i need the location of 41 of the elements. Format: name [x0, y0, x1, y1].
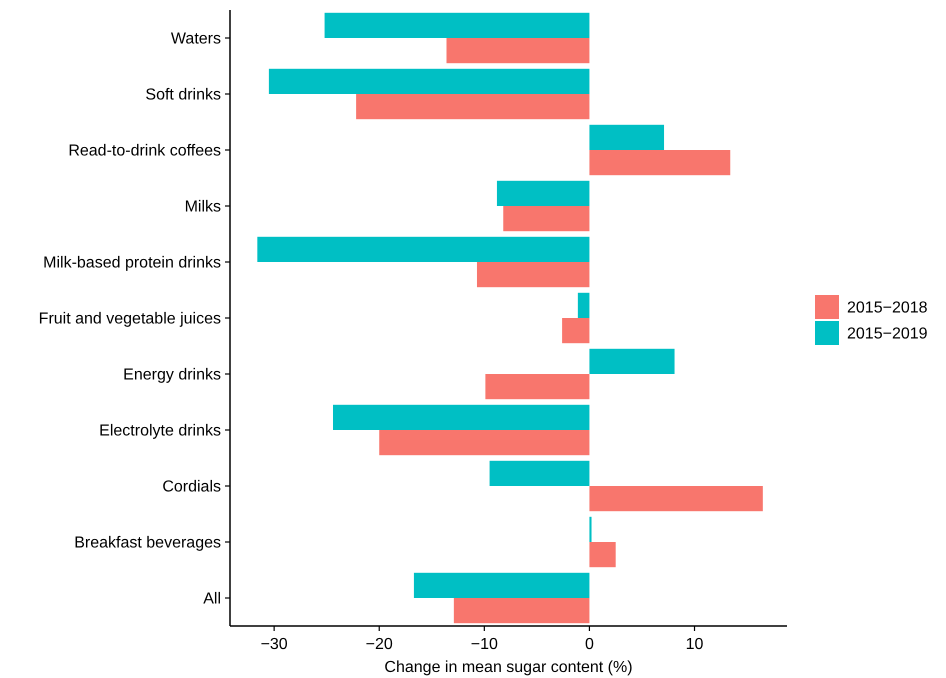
bar — [476, 262, 590, 288]
bar — [589, 124, 664, 150]
y-tick-label: Electrolyte drinks — [99, 422, 221, 440]
y-tick-label: Milk-based protein drinks — [43, 254, 221, 272]
y-tick-label: All — [203, 590, 221, 608]
bar — [356, 94, 590, 120]
y-tick-label: Energy drinks — [123, 366, 221, 384]
y-tick-label: Fruit and vegetable juices — [38, 310, 221, 328]
bar — [490, 460, 590, 486]
bar — [578, 292, 590, 318]
y-tick-label: Soft drinks — [145, 86, 221, 104]
y-tick-label: Milks — [184, 198, 221, 216]
bar — [379, 430, 590, 456]
bar — [446, 38, 590, 64]
bar — [589, 348, 675, 374]
legend-label: 2015−2018 — [847, 300, 928, 317]
x-axis-title: Change in mean sugar content (%) — [384, 659, 633, 676]
bar — [485, 374, 590, 400]
bar — [496, 180, 590, 206]
bar — [562, 318, 590, 344]
bar — [332, 404, 590, 430]
x-tick-label: −30 — [260, 636, 288, 653]
bar — [257, 236, 590, 262]
y-tick-label: Waters — [170, 30, 221, 48]
bar — [589, 150, 730, 176]
y-tick-label: Breakfast beverages — [74, 534, 221, 552]
bar — [589, 516, 592, 542]
legend-label: 2015−2019 — [847, 326, 928, 343]
bar — [589, 542, 616, 568]
x-tick-label: 0 — [584, 636, 594, 653]
bar — [268, 68, 590, 94]
bar — [414, 572, 590, 598]
y-tick-label: Cordials — [162, 478, 221, 496]
bar — [503, 206, 590, 232]
bar — [454, 598, 590, 624]
x-tick-label: −10 — [470, 636, 498, 653]
x-tick-label: 10 — [686, 636, 704, 653]
x-tick-label: −20 — [366, 636, 393, 653]
bar — [324, 12, 590, 38]
y-tick-label: Read-to-drink coffees — [68, 142, 221, 160]
bar — [589, 486, 763, 512]
